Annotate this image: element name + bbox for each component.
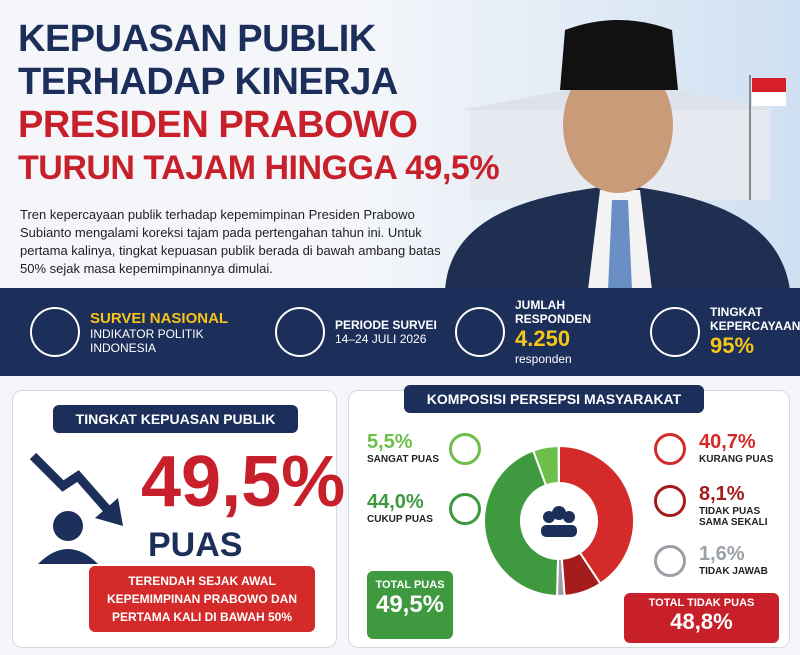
segment-legend: 44,0% CUKUP PUAS [367,491,457,525]
stat-title: SURVEI NASIONAL [90,309,229,327]
stat-title: TINGKAT KEPERCAYAAN [710,305,800,333]
total-label: TOTAL PUAS [375,579,445,591]
title-line: PRESIDEN PRABOWO [18,104,418,146]
segment-legend: 40,7% KURANG PUAS [699,431,789,465]
description: Tren kepercayaan publik terhadap kepemim… [20,207,441,276]
stat-value: 95% [710,333,755,358]
total-satisfied: TOTAL PUAS 49,5% [367,571,453,639]
segment-name: CUKUP PUAS [367,514,433,525]
title-line: KEPUASAN PUBLIK [18,18,376,60]
segment-icon [449,493,481,525]
segment-label: 1,6% [699,543,745,565]
segment-label: 8,1% [699,483,745,505]
satisfaction-value: 49,5% [141,442,346,522]
segment-legend: 1,6% TIDAK JAWAB [699,543,789,577]
total-value: 49,5% [375,591,445,618]
title-line: TURUN TAJAM HINGGA 49,5% [18,149,500,187]
stat: SURVEI NASIONAL INDIKATOR POLITIK INDONES… [30,288,260,376]
stat-subtitle: 14–24 JULI 2026 [335,332,427,346]
segment-legend: 8,1% TIDAK PUAS SAMA SEKALI [699,483,789,528]
card-heading: TINGKAT KEPUASAN PUBLIK [53,405,298,433]
segment-name: TIDAK JAWAB [699,566,768,577]
satisfaction-card: TINGKAT KEPUASAN PUBLIK 49,5% PUAS TEREN… [12,390,345,648]
stat: TINGKAT KEPERCAYAAN 95% [650,288,800,376]
icon [455,307,505,357]
stat-subtitle: responden [515,352,572,366]
header-art [0,0,800,290]
total-label: TOTAL TIDAK PUAS [648,597,755,609]
stats-band: SURVEI NASIONAL INDIKATOR POLITIK INDONES… [0,288,800,376]
stat-subtitle: INDIKATOR POLITIK INDONESIA [90,326,204,355]
title: KEPUASAN PUBLIK TERHADAP KINERJA PRESIDE… [18,18,500,190]
segment-name: SANGAT PUAS [367,454,440,465]
stat-title: JUMLAH RESPONDEN [515,298,592,326]
composition-card: KOMPOSISI PERSEPSI MASYARAKAT TOTAL PUAS… [348,385,790,648]
decline-icon [29,452,123,564]
stat: JUMLAH RESPONDEN 4.250 responden [455,288,635,376]
segment-name: TIDAK PUAS SAMA SEKALI [699,506,768,528]
donut-chart [483,444,635,598]
icon [650,307,700,357]
segment-name: KURANG PUAS [699,454,774,465]
segment-legend: 5,5% SANGAT PUAS [367,431,457,465]
stat-title: PERIODE SURVEI [335,318,437,332]
icon [30,307,80,357]
stat-value: 4.250 [515,326,571,351]
segment-icon [449,433,481,465]
total-dissatisfied: TOTAL TIDAK PUAS 48,8% [624,593,779,643]
segment-icon [654,433,686,465]
total-value: 48,8% [670,609,733,634]
segment-label: 40,7% [699,431,756,453]
satisfaction-unit: PUAS [148,526,243,564]
segment-icon [654,485,686,517]
title-line: TERHADAP KINERJA [18,61,398,103]
card-heading: KOMPOSISI PERSEPSI MASYARAKAT [404,385,704,413]
segment-icon [654,545,686,577]
segment-label: 5,5% [367,431,413,453]
icon [275,307,325,357]
satisfaction-note: TERENDAH SEJAK AWAL KEPEMIMPINAN PRABOWO… [89,566,315,632]
stat: PERIODE SURVEI 14–24 JULI 2026 [275,288,440,376]
segment-label: 44,0% [367,491,424,513]
